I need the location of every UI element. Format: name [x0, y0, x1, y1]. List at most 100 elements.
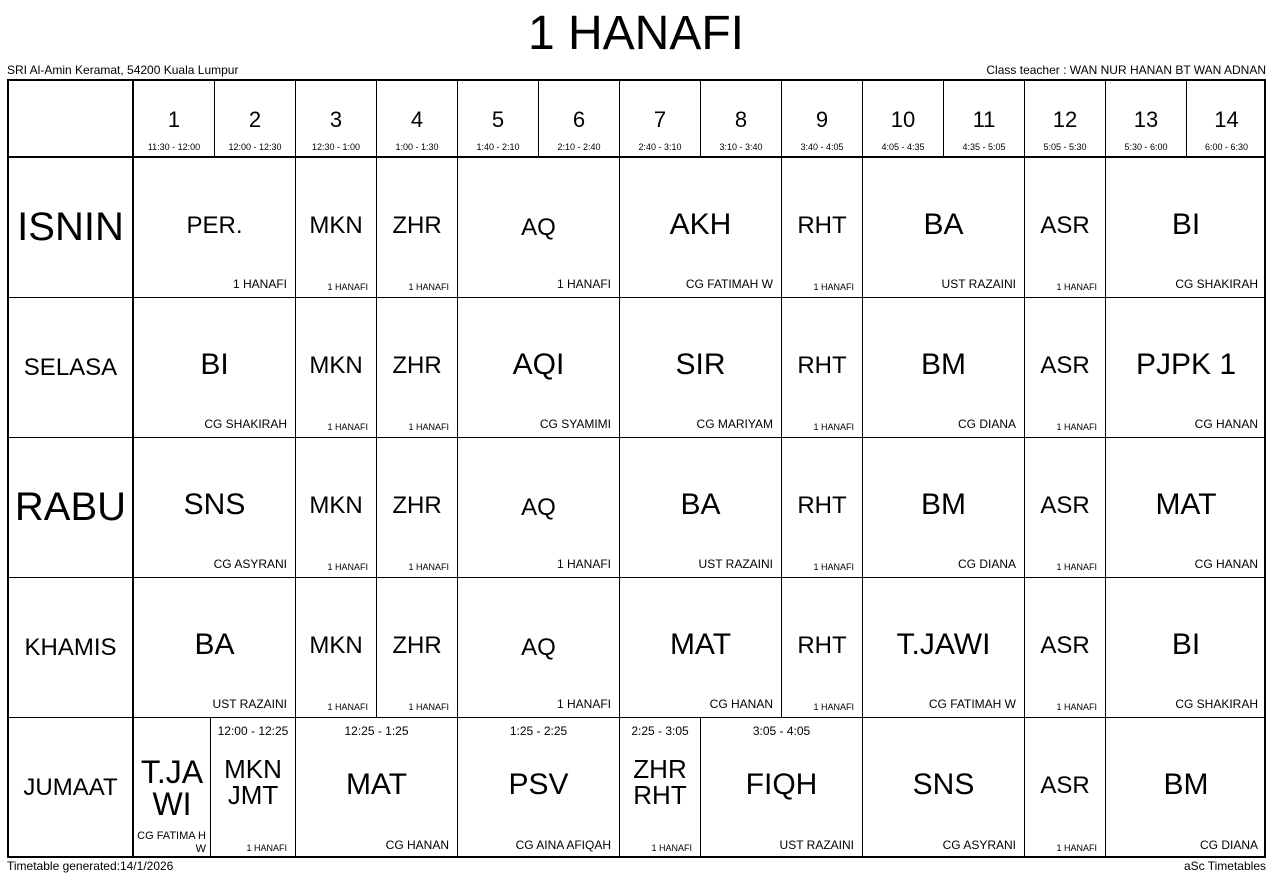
subject-label: RHT [797, 211, 847, 239]
subject-label: ZHR [392, 631, 442, 659]
lesson-cell: T.JA WI CG FATIMA H W [134, 718, 211, 858]
teacher-label: 1 HANAFI [327, 422, 368, 432]
period-number: 11 [972, 107, 996, 132]
subject-label: AQ [521, 493, 556, 521]
day-label: ISNIN [9, 158, 134, 298]
teacher-label: CG SHAKIRAH [1175, 277, 1258, 291]
class-teacher: Class teacher : WAN NUR HANAN BT WAN ADN… [986, 63, 1266, 77]
subject-label: MAT [1155, 488, 1217, 521]
period-header: 9 3:40 - 4:05 [782, 81, 863, 158]
teacher-label: CG HANAN [709, 697, 773, 711]
lesson-cell: AKH CG FATIMAH W [620, 158, 782, 298]
subject-label: MAT [669, 628, 732, 661]
day-label: KHAMIS [9, 578, 134, 718]
teacher-label: 1 HANAFI [246, 843, 287, 853]
lesson-time: 3:05 - 4:05 [752, 724, 811, 738]
period-number: 10 [890, 107, 916, 132]
subject-label: ZHR [392, 351, 442, 379]
subject-label: RHT [797, 351, 847, 379]
teacher-label: 1 HANAFI [556, 557, 611, 571]
day-name: SELASA [23, 354, 118, 382]
subject-label: BA [923, 208, 964, 241]
subject-label: ZHR RHT [633, 754, 687, 810]
lesson-cell: ASR 1 HANAFI [1025, 298, 1106, 438]
subject-label: BM [1163, 768, 1209, 801]
lesson-cell: MAT 12:25 - 1:25 CG HANAN [296, 718, 458, 858]
period-time: 12:00 - 12:30 [228, 142, 282, 152]
teacher-label: UST RAZAINI [779, 838, 854, 852]
teacher-label: CG ASYRANI [213, 557, 287, 571]
teacher-label: 1 HANAFI [408, 422, 449, 432]
period-number: 6 [572, 107, 586, 132]
subject-label: AQ [521, 213, 556, 241]
day-name: RABU [14, 484, 127, 529]
lesson-cell: SNS CG ASYRANI [134, 438, 296, 578]
teacher-label: UST RAZAINI [212, 697, 287, 711]
lesson-cell: ZHR RHT 2:25 - 3:05 1 HANAFI [620, 718, 701, 858]
period-header: 14 6:00 - 6:30 [1187, 81, 1266, 158]
lesson-cell: BA UST RAZAINI [863, 158, 1025, 298]
subject-label: ZHR [392, 491, 442, 519]
lesson-cell: RHT 1 HANAFI [782, 438, 863, 578]
period-time: 4:35 - 5:05 [962, 142, 1006, 152]
teacher-label: 1 HANAFI [813, 422, 854, 432]
teacher-label: 1 HANAFI [327, 562, 368, 572]
teacher-label: 1 HANAFI [408, 282, 449, 292]
lesson-cell: SNS CG ASYRANI [863, 718, 1025, 858]
period-number: 3 [329, 107, 343, 132]
period-header: 4 1:00 - 1:30 [377, 81, 458, 158]
subject-label: BI [1171, 628, 1201, 661]
period-time: 3:40 - 4:05 [800, 142, 844, 152]
subject-label: BA [194, 628, 235, 661]
period-header: 5 1:40 - 2:10 [458, 81, 539, 158]
lesson-cell: ASR 1 HANAFI [1025, 578, 1106, 718]
teacher-label: 1 HANAFI [556, 697, 611, 711]
period-header: 7 2:40 - 3:10 [620, 81, 701, 158]
lesson-cell: BI CG SHAKIRAH [134, 298, 296, 438]
day-label: JUMAAT [9, 718, 134, 858]
teacher-label: CG SYAMIMI [539, 417, 611, 431]
lesson-cell: BA UST RAZAINI [620, 438, 782, 578]
page-title: 1 HANAFI [527, 7, 745, 60]
lesson-cell: RHT 1 HANAFI [782, 298, 863, 438]
lesson-cell: AQ 1 HANAFI [458, 438, 620, 578]
lesson-cell: MAT CG HANAN [620, 578, 782, 718]
period-header: 6 2:10 - 2:40 [539, 81, 620, 158]
period-number: 12 [1052, 107, 1078, 132]
period-time: 12:30 - 1:00 [311, 142, 361, 152]
lesson-cell: ZHR 1 HANAFI [377, 158, 458, 298]
subject-label: RHT [797, 491, 847, 519]
teacher-label: UST RAZAINI [941, 277, 1016, 291]
subject-label: T.JAWI [896, 628, 991, 661]
lesson-cell: MKN 1 HANAFI [296, 438, 377, 578]
lesson-cell: FIQH 3:05 - 4:05 UST RAZAINI [701, 718, 863, 858]
subject-label: FIQH [745, 768, 818, 801]
subject-label: SNS [912, 768, 975, 801]
period-time: 3:10 - 3:40 [719, 142, 763, 152]
subject-label: ZHR [392, 211, 442, 239]
lesson-cell: BA UST RAZAINI [134, 578, 296, 718]
lesson-cell: RHT 1 HANAFI [782, 158, 863, 298]
subject-label: BM [921, 348, 966, 381]
teacher-label: CG DIANA [957, 557, 1016, 571]
subject-label: AQI [512, 348, 565, 381]
subject-label: AKH [669, 208, 732, 241]
lesson-cell: ZHR 1 HANAFI [377, 298, 458, 438]
teacher-label: 1 HANAFI [232, 277, 287, 291]
period-header: 8 3:10 - 3:40 [701, 81, 782, 158]
lesson-time: 1:25 - 2:25 [509, 724, 568, 738]
period-header: 11 4:35 - 5:05 [944, 81, 1025, 158]
day-name: KHAMIS [24, 634, 117, 662]
teacher-label: CG SHAKIRAH [204, 417, 287, 431]
lesson-cell: MKN 1 HANAFI [296, 158, 377, 298]
teacher-label: CG HANAN [1194, 557, 1258, 571]
teacher-label: 1 HANAFI [408, 562, 449, 572]
teacher-label: CG HANAN [1194, 417, 1258, 431]
subject-label: ASR [1040, 351, 1090, 379]
teacher-label: CG DIANA [1199, 838, 1258, 852]
teacher-label: CG HANAN [385, 838, 449, 852]
period-number: 5 [491, 107, 505, 132]
teacher-label: 1 HANAFI [327, 282, 368, 292]
subject-label: RHT [797, 631, 847, 659]
teacher-label: CG SHAKIRAH [1175, 697, 1258, 711]
